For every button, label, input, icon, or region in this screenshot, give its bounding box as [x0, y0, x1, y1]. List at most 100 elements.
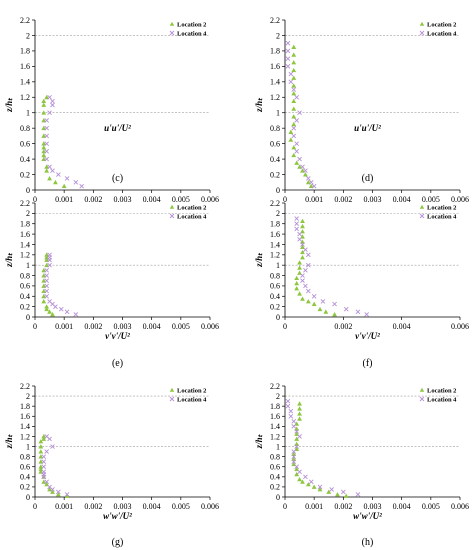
- data-point-location-2: [41, 267, 47, 273]
- data-point-location-4: [294, 141, 299, 146]
- data-point-location-4: [311, 293, 317, 299]
- data-point-location-2: [297, 476, 302, 482]
- data-point-location-2: [305, 179, 311, 185]
- data-point-location-4: [291, 125, 297, 131]
- data-point-location-4: [56, 489, 61, 495]
- x-tick-label: 0: [33, 322, 37, 331]
- data-point-location-4: [306, 262, 311, 268]
- data-point-location-4: [320, 299, 326, 304]
- data-point-location-2: [294, 286, 300, 291]
- panel-label: (g): [112, 537, 124, 548]
- data-point-location-2: [41, 133, 47, 138]
- data-point-location-4: [44, 141, 49, 146]
- data-point-location-4: [364, 312, 369, 317]
- y-tick-label: 1.2: [20, 93, 30, 102]
- x-tick-label: 0.005: [422, 502, 440, 511]
- data-point-location-4: [44, 278, 49, 284]
- x-tick-label: 0.004: [393, 195, 411, 204]
- data-point-location-4: [317, 484, 323, 490]
- y-tick-label: 0.2: [270, 483, 280, 492]
- legend-marker: [169, 21, 175, 26]
- data-point-location-4: [56, 172, 61, 177]
- data-point-location-4: [291, 459, 297, 465]
- data-point-location-4: [285, 40, 291, 46]
- x-axis-label: v'v'/U²: [355, 331, 380, 341]
- data-point-location-4: [341, 489, 346, 495]
- data-point-location-4: [291, 424, 297, 429]
- data-point-location-2: [291, 44, 297, 49]
- y-axis-label: z/hₜ: [4, 252, 14, 268]
- y-tick-label: 1: [276, 442, 280, 451]
- data-point-location-2: [297, 416, 302, 421]
- legend-marker: [169, 204, 175, 209]
- y-tick-label: 0.8: [20, 271, 30, 280]
- y-tick-label: 0.6: [270, 463, 280, 472]
- x-tick-label: 0.003: [364, 195, 382, 204]
- chart-panel: 0 0.20.40.6 0.811.2 1.41.61.8 22.2 0 0.002 0.00…: [254, 199, 469, 369]
- data-point-location-4: [308, 479, 314, 485]
- data-point-location-2: [53, 179, 58, 185]
- y-tick-label: 1: [276, 109, 280, 118]
- y-tick-label: 0.8: [20, 452, 30, 461]
- x-tick-label: 0: [33, 195, 37, 204]
- y-tick-label: 1.6: [20, 412, 30, 421]
- legend: Location 2 Location 4: [169, 204, 207, 220]
- x-tick-label: 0.006: [201, 502, 219, 511]
- data-point-location-4: [300, 164, 305, 170]
- data-point-location-2: [44, 164, 50, 169]
- data-point-location-4: [294, 429, 299, 434]
- y-tick-label: 0.4: [270, 292, 280, 301]
- data-point-location-4: [294, 94, 299, 100]
- data-point-location-2: [326, 489, 332, 494]
- x-tick-label: 0: [283, 195, 287, 204]
- data-point-location-4: [47, 94, 52, 100]
- data-point-location-4: [50, 168, 55, 174]
- data-point-location-2: [297, 411, 302, 416]
- x-tick-label: 0.005: [172, 502, 190, 511]
- data-point-location-4: [47, 257, 52, 263]
- data-point-location-2: [332, 312, 337, 317]
- x-axis-label: u'u'/U²: [104, 123, 131, 133]
- data-point-location-4: [294, 118, 299, 123]
- x-tick-label: 0.001: [55, 322, 73, 331]
- data-point-location-2: [41, 145, 47, 150]
- y-tick-label: 0.2: [20, 170, 30, 179]
- x-tick-label: 0.005: [422, 195, 440, 204]
- y-tick-label: 0: [276, 493, 280, 502]
- y-tick-label: 0.4: [20, 473, 30, 482]
- y-tick-label: 2.2: [270, 16, 280, 25]
- y-tick-label: 2.2: [270, 199, 280, 208]
- y-tick-label: 0.4: [270, 473, 280, 482]
- y-tick-label: 0.2: [270, 302, 280, 311]
- data-point-location-4: [306, 252, 311, 258]
- data-point-location-2: [47, 309, 52, 314]
- data-point-location-2: [297, 401, 302, 406]
- data-point-location-2: [41, 148, 47, 154]
- y-tick-label: 1.6: [270, 412, 280, 421]
- legend-entry: Location 4: [177, 30, 207, 37]
- data-point-location-2: [300, 218, 305, 224]
- data-point-location-2: [41, 125, 47, 131]
- y-tick-label: 0.4: [270, 155, 280, 164]
- y-tick-label: 1.6: [270, 230, 280, 239]
- legend-entry: Location 2: [177, 387, 206, 394]
- data-point-location-4: [47, 262, 52, 268]
- data-point-location-4: [288, 408, 294, 414]
- data-point-location-2: [291, 121, 297, 127]
- data-point-location-4: [303, 268, 308, 273]
- legend: Location 2 Location 4: [419, 204, 457, 220]
- data-point-location-4: [285, 56, 291, 61]
- data-point-location-2: [323, 309, 329, 314]
- data-point-location-4: [291, 454, 297, 459]
- data-point-location-2: [294, 275, 300, 281]
- y-tick-label: 1.4: [270, 422, 280, 431]
- data-point-location-4: [285, 398, 291, 404]
- x-tick-label: 0.003: [114, 322, 132, 331]
- y-tick-label: 0: [26, 186, 30, 195]
- y-tick-label: 0.4: [20, 292, 30, 301]
- x-tick-label: 0.003: [114, 502, 132, 511]
- x-tick-label: 0.002: [334, 195, 352, 204]
- x-tick-label: 0.006: [451, 322, 469, 331]
- legend-marker: [169, 213, 175, 219]
